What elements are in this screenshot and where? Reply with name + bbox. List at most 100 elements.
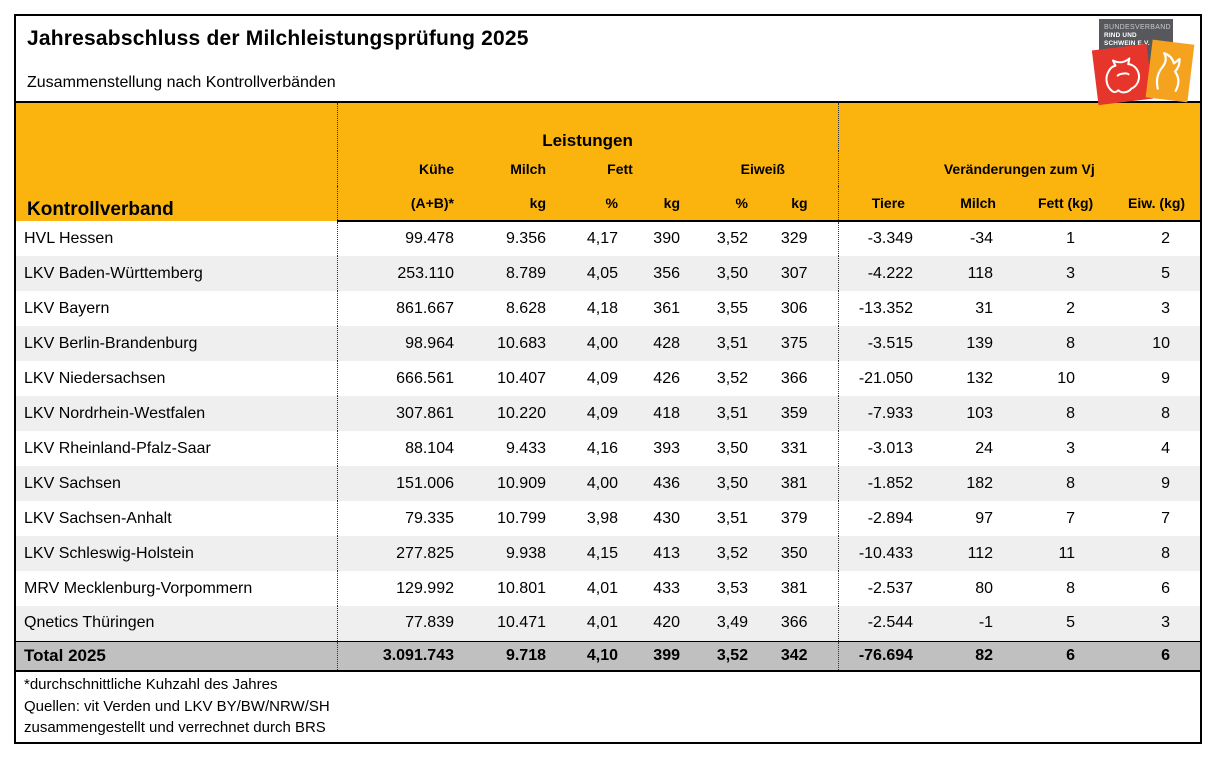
row-name-cell: LKV Nordrhein-Westfalen [16, 396, 337, 431]
pig-icon [1151, 46, 1188, 96]
brs-logo: BUNDESVERBAND RIND UND SCHWEIN E.V. [1089, 9, 1195, 106]
row-name-cell: LKV Sachsen-Anhalt [24, 509, 172, 527]
row-value-cell: 5 [1018, 606, 1114, 641]
title-block: Jahresabschluss der Milchleistungsprüfun… [16, 16, 1200, 106]
row-value-cell: 861.667 [336, 291, 460, 326]
row-value-cell: 3,51 [716, 509, 748, 527]
row-value-cell: 253.110 [336, 256, 460, 291]
total-value-cell: 4,10 [552, 640, 622, 672]
table-row: LKV Sachsen-Anhalt 79.335 10.799 3,98 430 3,5… [16, 501, 1200, 536]
row-value-cell: 3 [1161, 299, 1171, 317]
row-value-cell: 420 [622, 606, 688, 641]
row-value-cell: 277.825 [336, 536, 460, 571]
footnote-line: zusammengestellt und verrechnet durch BR… [24, 719, 326, 736]
table-row: LKV Sachsen 151.006 10.909 4,00 436 3,50 381 -1… [16, 466, 1201, 501]
row-value-cell: 79.335 [336, 501, 460, 536]
row-value-cell: 428 [622, 326, 688, 361]
row-value-cell: -7.933 [837, 396, 939, 431]
row-value-cell: 4,15 [552, 536, 622, 571]
row-value-cell: 8 [1018, 396, 1114, 431]
subheader-milch: Milch [460, 151, 552, 186]
row-name-cell: HVL Hessen [24, 229, 114, 247]
table-row: HVL Hessen 99.478 9.356 4,17 390 3,52 329 -3.34… [16, 221, 1200, 256]
page-subtitle: Zusammenstellung nach Kontrollverbänden [27, 74, 336, 91]
logo-red-square [1091, 43, 1154, 106]
subheader-fett: Fett [552, 151, 688, 186]
row-value-cell: 8 [1066, 579, 1076, 597]
row-value-cell: 3,51 [688, 326, 752, 361]
row-name-cell: LKV Rheinland-Pfalz-Saar [24, 439, 211, 457]
group-header-leistungen: Leistungen [336, 103, 839, 151]
row-value-cell: 3,53 [716, 579, 748, 597]
footnote-line: Quellen: vit Verden und LKV BY/BW/NRW/SH [24, 697, 330, 715]
row-value-cell: 151.006 [336, 466, 460, 501]
row-value-cell: 3,52 [688, 536, 752, 571]
subheader-eiweiss: Eiweiß [688, 151, 839, 186]
row-name-cell: LKV Bayern [24, 299, 110, 317]
row-value-cell: 10.799 [497, 509, 546, 527]
row-value-cell: 307 [752, 256, 839, 291]
row-value-cell: 4,05 [552, 256, 622, 291]
total-value-cell: 399 [622, 640, 688, 672]
row-value-cell: 361 [653, 299, 680, 317]
row-value-cell: 3,50 [688, 466, 752, 501]
row-value-cell: -2.894 [837, 501, 939, 536]
row-value-cell: -1.852 [837, 466, 939, 501]
table-footer: Total 2025 3.091.743 9.718 4,10 399 3,52… [16, 640, 1201, 672]
unit-header-kuehe: (A+B)* [336, 186, 460, 222]
row-value-cell: 10.471 [460, 606, 552, 641]
row-value-cell: 112 [938, 536, 1019, 571]
row-value-cell: 10.683 [460, 326, 552, 361]
subheader-kuehe: Kühe [336, 151, 460, 186]
row-name-cell: LKV Sachsen [16, 466, 337, 501]
row-value-cell: -21.050 [837, 361, 939, 396]
row-value-cell: -3.349 [837, 221, 939, 256]
row-value-cell: 436 [622, 466, 688, 501]
row-value-cell: 2 [1161, 230, 1171, 247]
table-row: MRV Mecklenburg-Vorpommern 129.992 10.801 4… [16, 571, 1200, 606]
row-value-cell: 129.992 [336, 571, 460, 606]
row-value-cell: 331 [780, 439, 808, 457]
total-row: Total 2025 3.091.743 9.718 4,10 399 3,52… [16, 640, 1201, 672]
row-value-cell: 306 [780, 299, 808, 317]
unit-header-vj-milch: Milch [938, 186, 1019, 222]
row-value-cell: 4,09 [552, 396, 622, 431]
row-value-cell: 182 [938, 466, 1019, 501]
row-value-cell: 381 [780, 579, 808, 597]
total-value-cell: 6 [1113, 640, 1201, 672]
row-value-cell: 6 [1161, 579, 1171, 597]
row-value-cell: 118 [938, 256, 1019, 291]
group-header-veraenderungen: Veränderungen zum Vj [837, 151, 1201, 186]
row-value-cell: 3,50 [716, 439, 748, 457]
row-value-cell: 4,00 [552, 326, 622, 361]
total-value-cell: 3,52 [688, 640, 752, 672]
row-value-cell: 139 [938, 326, 1019, 361]
row-name-cell: LKV Schleswig-Holstein [16, 536, 337, 571]
total-label: Total 2025 [16, 640, 337, 672]
row-value-cell: 11 [1018, 536, 1114, 571]
row-value-cell: 24 [975, 439, 994, 457]
row-value-cell: 10.220 [460, 396, 552, 431]
unit-header-vj-eiweiss: Eiw. (kg) [1113, 186, 1201, 222]
row-value-cell: 426 [653, 369, 680, 387]
row-value-cell: 88.104 [336, 431, 460, 466]
row-value-cell: -4.222 [837, 256, 939, 291]
row-value-cell: 9 [1161, 369, 1171, 387]
row-value-cell: 4,16 [586, 439, 618, 457]
row-value-cell: 99.478 [336, 221, 460, 256]
row-value-cell: -1 [938, 606, 1019, 641]
row-value-cell: 666.561 [336, 361, 460, 396]
row-value-cell: 5 [1113, 256, 1201, 291]
row-value-cell: 366 [780, 369, 808, 387]
row-value-cell: 10.909 [460, 466, 552, 501]
row-value-cell: 77.839 [336, 606, 460, 641]
row-value-cell: 4,09 [586, 369, 618, 387]
total-value-cell: 342 [752, 640, 839, 672]
row-value-cell: 8.628 [505, 299, 546, 317]
row-value-cell: 3,52 [716, 230, 748, 247]
row-value-cell: 393 [653, 439, 680, 457]
unit-header-vj-fett: Fett (kg) [1018, 186, 1114, 222]
row-value-cell: 350 [752, 536, 839, 571]
report-sheet: Jahresabschluss der Milchleistungsprüfun… [14, 14, 1202, 744]
row-value-cell: 8 [1113, 396, 1201, 431]
